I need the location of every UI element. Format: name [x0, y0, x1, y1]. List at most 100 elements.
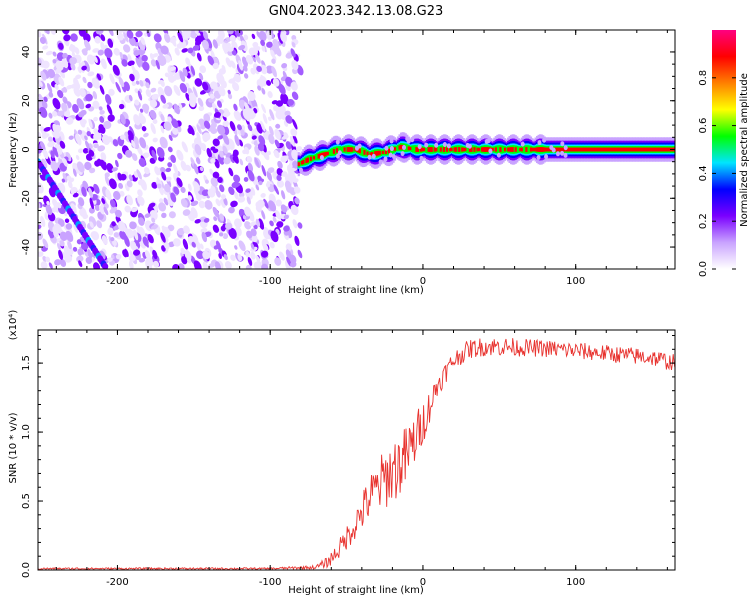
spectrogram-track-segment	[528, 145, 531, 154]
spectrogram-track-segment	[309, 156, 313, 161]
spectrogram-noise-blob	[269, 220, 274, 227]
spectrogram-noise-blob	[39, 36, 46, 44]
colorbar-tick-label: 0.4	[698, 165, 709, 181]
spectrogram-noise-blob	[194, 218, 201, 224]
spectrogram-track-segment	[539, 147, 542, 152]
spectrogram-noise-blob	[149, 99, 158, 108]
spectrogram-noise-blob	[127, 60, 135, 67]
spectrogram-noise-blob	[50, 160, 59, 172]
spectrogram-noise-blob	[234, 218, 242, 229]
spectrogram-noise-blob	[161, 212, 167, 219]
spectrogram-noise-blob	[64, 254, 73, 263]
snr-ytick-label: 1.0	[21, 424, 32, 440]
spectrogram-noise-blob	[87, 71, 95, 77]
spectrogram-noise-blob	[163, 121, 172, 131]
spectrogram-noise-blob	[242, 108, 251, 120]
spectrogram-noise-blob	[109, 199, 116, 208]
spectrogram-noise-blob	[176, 177, 183, 187]
spectrogram-noise-blob	[167, 73, 175, 83]
spectrogram-track-blob	[389, 138, 394, 144]
spectrogram-noise-blob	[58, 42, 64, 50]
spectrogram-track-segment	[471, 145, 475, 154]
spectrogram-signal-track	[297, 132, 675, 177]
spectrogram-noise-blob	[210, 177, 218, 187]
spectrogram-noise-blob	[267, 167, 275, 174]
spectrogram-noise-blob	[280, 204, 288, 213]
spectrogram-noise-blob	[289, 135, 296, 147]
spectrogram-track-segment	[636, 147, 640, 152]
spectrogram-track-segment	[665, 147, 669, 152]
spectrogram-track-segment	[308, 155, 311, 164]
spectrogram-noise-blob	[138, 217, 145, 226]
spectrogram-noise-blob	[45, 204, 53, 216]
spectrogram-track-segment	[525, 147, 528, 152]
spectrogram-track-segment	[508, 147, 511, 152]
spectrogram-noise-blob	[255, 218, 261, 227]
spectrogram-noise-blob	[228, 227, 237, 239]
spectrogram-noise-blob	[144, 213, 151, 218]
spectrogram-noise-blob	[190, 65, 196, 76]
spectrogram-noise-blob	[81, 65, 87, 71]
spectrogram-track-segment	[367, 151, 371, 157]
spectrogram-noise-blob	[84, 161, 92, 171]
spectrogram-track-segment	[621, 147, 624, 152]
spectrogram-noise-blob	[77, 248, 83, 256]
spectrogram-noise-blob	[261, 263, 269, 269]
spectrogram-noise-blob	[255, 255, 261, 264]
spectrogram-track-segment	[426, 145, 429, 154]
spectrogram-noise-blob	[181, 256, 188, 265]
spectrogram-noise-blob	[187, 183, 192, 192]
spectrogram-noise-blob	[263, 198, 269, 209]
spectrogram-noise-blob	[71, 52, 76, 57]
colorbar: 0.0 0.2 0.4 0.6 0.8 Normalized spectral ampl…	[698, 30, 750, 277]
spectrogram-noise-blob	[213, 111, 221, 118]
spectrogram-noise-blob	[88, 167, 96, 174]
spectrogram-noise-blob	[188, 124, 195, 136]
spectrogram-track-segment	[369, 152, 372, 157]
spectrogram-noise-blob	[292, 219, 298, 229]
spectrogram-noise-blob	[261, 165, 267, 177]
spectrogram-noise-blob	[219, 232, 224, 237]
spectrogram-track-segment	[340, 146, 343, 153]
spectrogram-track-segment	[641, 147, 644, 152]
spectrogram-noise-blob	[251, 135, 257, 140]
spectrogram-track-segment	[341, 146, 345, 153]
spectrogram-noise-blob	[290, 48, 296, 58]
spectrogram-noise-blob	[185, 82, 190, 88]
spectrogram-track-segment	[629, 147, 632, 152]
spectrogram-noise-blob	[255, 184, 260, 191]
spectrogram-track-segment	[458, 147, 461, 152]
colorbar-tick-label: 0.0	[698, 261, 709, 277]
spectrogram-noise-blob	[181, 48, 189, 53]
spectrogram-noise-blob	[251, 33, 256, 40]
spectrogram-noise-blob	[218, 253, 222, 260]
spectrogram-noise-blob	[151, 93, 159, 100]
spectrogram-noise-blob	[56, 145, 63, 155]
spectrogram-noise-blob	[114, 209, 122, 218]
spectrogram-noise-blob	[162, 103, 170, 109]
spectrogram-track-segment	[655, 147, 658, 152]
spectrogram-track-blob	[419, 155, 424, 161]
spectrogram-noise-blob	[171, 118, 179, 129]
spectrogram-noise-blob	[143, 132, 149, 138]
spectrogram-noise-blob	[198, 200, 206, 209]
spectrogram-noise-blob	[256, 124, 263, 134]
spectrogram-noise-blob	[232, 156, 237, 162]
spectrogram-noise-blob	[250, 187, 256, 196]
spectrogram-track-segment	[435, 147, 438, 152]
spectrogram-xlabel: Height of straight line (km)	[288, 285, 424, 296]
spectrogram-noise-blob	[268, 125, 274, 136]
spectrogram-track-segment	[624, 147, 627, 152]
spectrogram-noise-blob	[74, 81, 81, 90]
spectrogram-track-segment	[415, 147, 418, 152]
spectrogram-noise-blob	[215, 190, 221, 198]
spectrogram-noise-blob	[150, 59, 157, 67]
spectrogram-noise-blob	[267, 150, 271, 156]
spectrogram-track-segment	[595, 147, 598, 152]
spectrogram-noise-blob	[242, 215, 247, 220]
spectrogram-track-segment	[510, 147, 513, 152]
spectrogram-noise-blob	[39, 106, 48, 118]
spectrogram-noise-blob	[233, 174, 241, 183]
spectrogram-track-blob	[367, 154, 372, 160]
